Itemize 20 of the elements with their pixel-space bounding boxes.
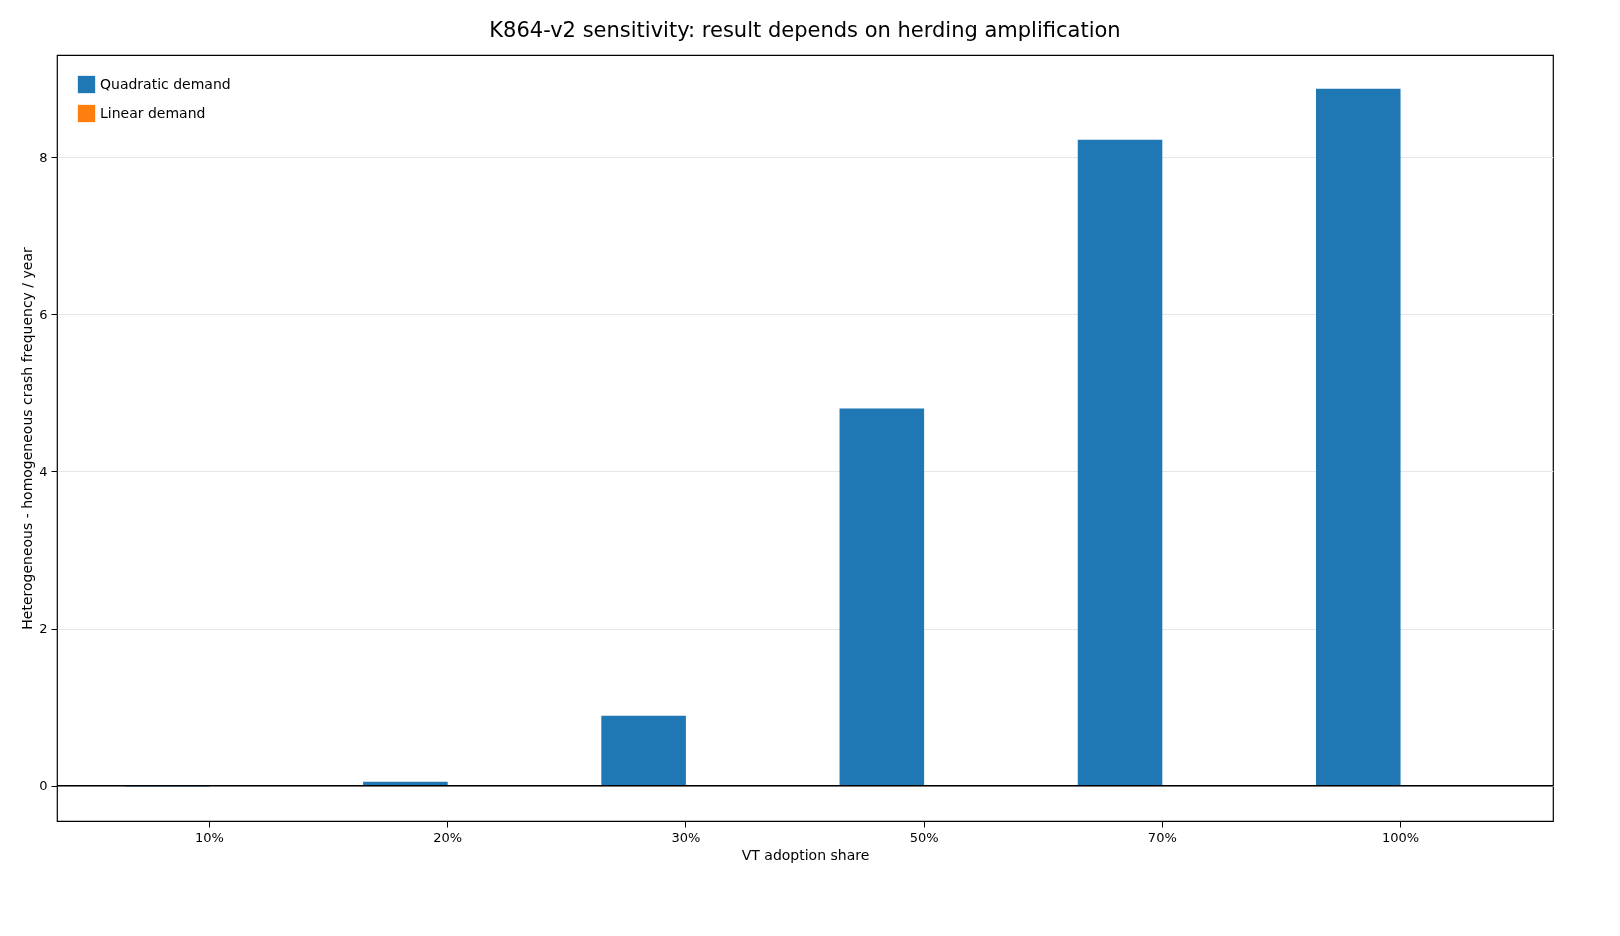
x-tick-label: 30% — [671, 829, 701, 845]
legend-label: Linear demand — [100, 104, 206, 121]
bar — [839, 408, 925, 786]
x-tick-label: 50% — [909, 829, 939, 845]
bar — [1315, 88, 1401, 786]
y-tick-label: 2 — [39, 621, 48, 637]
x-tick-label: 10% — [195, 829, 224, 845]
legend-label: Quadratic demand — [100, 75, 231, 92]
x-tick-label: 70% — [1147, 829, 1177, 845]
bar — [1077, 139, 1163, 786]
y-tick-label: 8 — [39, 149, 48, 165]
y-axis-title: Heterogeneous - homogeneous crash frequency / year — [19, 247, 36, 630]
x-tick-label: 100% — [1381, 829, 1420, 845]
bar — [601, 715, 686, 786]
chart-title: K864-v2 sensitivity: result depends on herding amplification — [489, 18, 1121, 42]
y-tick-label: 4 — [39, 463, 48, 479]
y-tick-label: 6 — [39, 306, 48, 322]
y-tick-label: 0 — [39, 778, 48, 794]
x-tick-label: 20% — [433, 829, 463, 845]
x-axis-title: VT adoption share — [741, 846, 870, 863]
